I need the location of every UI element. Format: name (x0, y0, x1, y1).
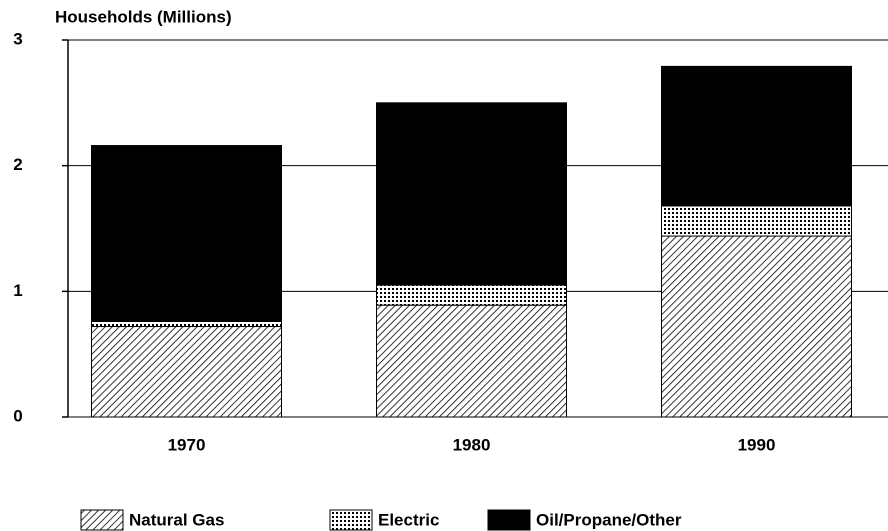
legend-label: Oil/Propane/Other (536, 510, 682, 529)
x-tick-label: 1980 (453, 435, 491, 454)
bar-segment (91, 326, 282, 418)
bar-segment (376, 102, 567, 286)
y-axis-label: Households (Millions) (55, 7, 232, 26)
bar-segment (661, 65, 852, 207)
y-tick-label: 2 (13, 155, 22, 174)
legend-swatch (487, 509, 531, 531)
x-tick-label: 1990 (738, 435, 776, 454)
legend-swatch (329, 509, 373, 531)
y-tick-label: 0 (13, 406, 22, 425)
bar-segment (376, 304, 567, 418)
legend-swatch (80, 509, 124, 531)
y-tick-label: 1 (13, 281, 22, 300)
bar-segment (91, 145, 282, 322)
legend-label: Electric (378, 510, 439, 529)
x-tick-label: 1970 (168, 435, 206, 454)
bar-segment (661, 205, 852, 237)
y-tick-label: 3 (13, 29, 22, 48)
bar-segment (376, 284, 567, 306)
legend-label: Natural Gas (129, 510, 224, 529)
bar-segment (91, 320, 282, 328)
bar-segment (661, 235, 852, 418)
